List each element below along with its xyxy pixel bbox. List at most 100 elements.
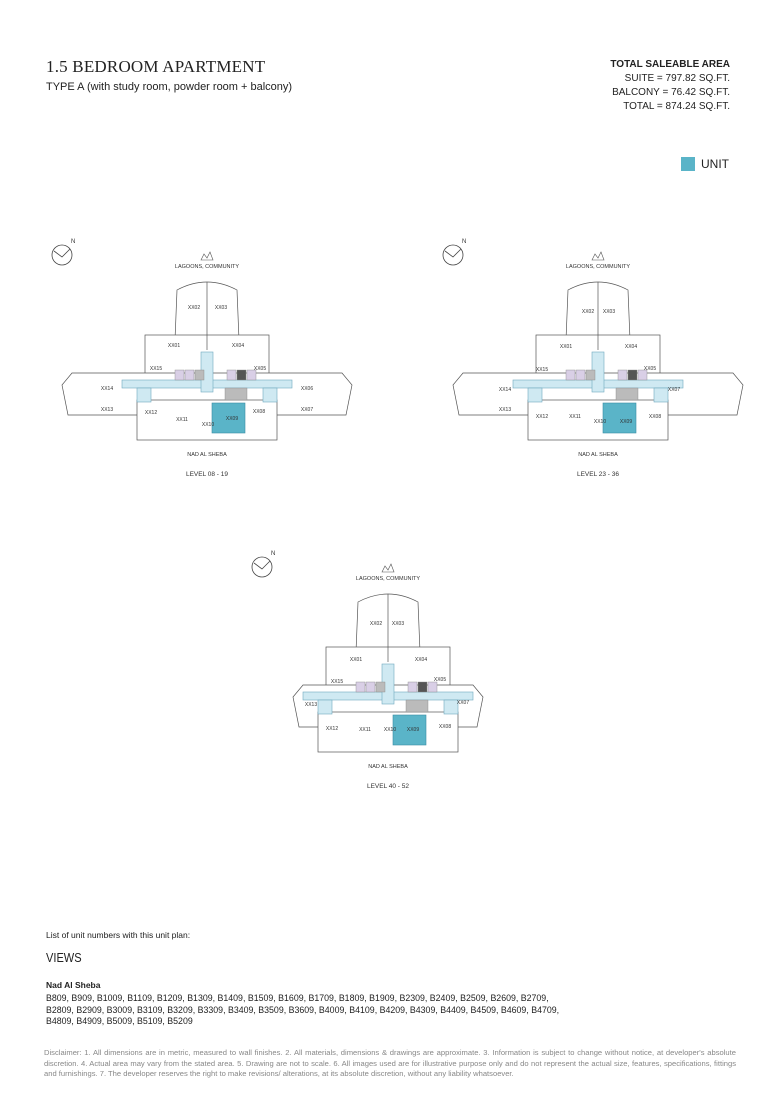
- unit-label: XX08: [253, 409, 265, 415]
- core: [565, 369, 576, 381]
- icon: [591, 251, 605, 261]
- core: [615, 387, 639, 401]
- unit-label: XX10: [594, 419, 606, 425]
- unit-label: XX06: [301, 386, 313, 392]
- unit-list: B809, B909, B1009, B1109, B1209, B1309, …: [46, 993, 560, 1026]
- unit-label: XX02: [582, 309, 594, 315]
- unit-label: XX08: [649, 414, 661, 420]
- level-label: LEVEL 23 - 36: [577, 471, 619, 478]
- unit-label: XX12: [326, 726, 338, 732]
- top-label: LAGOONS, COMMUNITY: [566, 264, 631, 270]
- unit-label: XX09: [407, 727, 419, 733]
- compass: [51, 244, 73, 266]
- core: [174, 369, 185, 381]
- unit-label: XX10: [384, 727, 396, 733]
- area-block: TOTAL SALEABLE AREA SUITE = 797.82 SQ.FT…: [610, 58, 730, 114]
- unit-label: XX09: [226, 416, 238, 422]
- core: [427, 681, 438, 693]
- compass-label: N: [71, 239, 75, 245]
- unit-label: XX07: [457, 700, 469, 706]
- subtitle: TYPE A (with study room, powder room + b…: [46, 81, 293, 93]
- core: [637, 369, 648, 381]
- core: [184, 369, 195, 381]
- unit-label: XX13: [305, 702, 317, 708]
- corridor: [317, 699, 333, 715]
- top-label: LAGOONS, COMMUNITY: [356, 576, 421, 582]
- unit-label: XX02: [370, 621, 382, 627]
- legend-label: UNIT: [701, 157, 729, 171]
- area-title: TOTAL SALEABLE AREA: [610, 59, 730, 70]
- core: [236, 369, 247, 381]
- compass-label: N: [271, 551, 275, 557]
- area-line: BALCONY = 76.42 SQ.FT.: [612, 87, 730, 98]
- bottom-label: NAD AL SHEBA: [187, 452, 227, 458]
- level-label: LEVEL 08 - 19: [186, 471, 228, 478]
- unit-label: XX05: [644, 366, 656, 372]
- disclaimer: Disclaimer: 1. All dimensions are in met…: [44, 1048, 736, 1078]
- core: [355, 681, 366, 693]
- outline: [317, 711, 459, 753]
- compass-needle: [53, 248, 71, 258]
- unit-label: XX08: [439, 724, 451, 730]
- unit-label: XX05: [254, 366, 266, 372]
- unit-label: XX03: [215, 305, 227, 311]
- core: [575, 369, 586, 381]
- highlighted-unit: [392, 714, 427, 746]
- unit-label: XX11: [359, 727, 371, 733]
- core: [417, 681, 428, 693]
- core: [407, 681, 418, 693]
- list-intro: List of unit numbers with this unit plan…: [46, 930, 191, 940]
- floor-plan: XX02 XX03 XX01 XX04 XX15 XX05 XX13 XX07 XX12 XX11…: [251, 551, 484, 790]
- level-label: LEVEL 40 - 52: [367, 783, 409, 790]
- unit-label: XX03: [603, 309, 615, 315]
- bottom-label: NAD AL SHEBA: [578, 452, 618, 458]
- floor-plan: XX02 XX03 XX01 XX04 XX15 XX05 XX14 XX06 XX13 XX12…: [51, 239, 353, 478]
- corridor: [527, 387, 543, 403]
- unit-label: XX07: [301, 407, 313, 413]
- core: [627, 369, 638, 381]
- bottom-label: NAD AL SHEBA: [368, 764, 408, 770]
- corridor: [653, 387, 669, 403]
- area-line: TOTAL = 874.24 SQ.FT.: [623, 101, 730, 112]
- unit-label: XX13: [499, 407, 511, 413]
- unit-label: XX09: [620, 419, 632, 425]
- core: [226, 369, 237, 381]
- corridor: [262, 387, 278, 403]
- compass-needle: [444, 248, 462, 258]
- highlighted-unit: [211, 402, 246, 434]
- list-group: Nad Al Sheba: [46, 980, 101, 990]
- core: [194, 369, 205, 381]
- compass: [251, 556, 273, 578]
- unit-label: XX11: [569, 414, 581, 420]
- list-heading: VIEWS: [46, 950, 82, 965]
- unit-label: XX15: [536, 367, 548, 373]
- floor-plan: XX02 XX03 XX01 XX04 XX15 XX05 XX14 XX07 XX13 XX12…: [442, 239, 744, 478]
- unit-label: XX02: [188, 305, 200, 311]
- corridor: [443, 699, 459, 715]
- area-line: SUITE = 797.82 SQ.FT.: [624, 73, 730, 84]
- unit-label: XX01: [560, 344, 572, 350]
- unit-label: XX14: [101, 386, 113, 392]
- compass: [442, 244, 464, 266]
- unit-label: XX01: [350, 657, 362, 663]
- unit-label: XX04: [232, 343, 244, 349]
- core: [375, 681, 386, 693]
- unit-label: XX11: [176, 417, 188, 423]
- core: [405, 699, 429, 713]
- outline: [527, 399, 669, 441]
- unit-label: XX03: [392, 621, 404, 627]
- legend-swatch: [681, 157, 695, 171]
- core: [585, 369, 596, 381]
- core: [617, 369, 628, 381]
- compass-label: N: [462, 239, 466, 245]
- unit-label: XX05: [434, 677, 446, 683]
- floor-plans: XX02 XX03 XX01 XX04 XX15 XX05 XX14 XX06 XX13 XX12…: [51, 239, 744, 790]
- unit-label: XX12: [536, 414, 548, 420]
- unit-label: XX12: [145, 410, 157, 416]
- icon: [200, 251, 214, 261]
- icon: [381, 563, 395, 573]
- title: 1.5 BEDROOM APARTMENT: [46, 57, 266, 76]
- compass-needle: [253, 560, 271, 570]
- unit-label: XX04: [625, 344, 637, 350]
